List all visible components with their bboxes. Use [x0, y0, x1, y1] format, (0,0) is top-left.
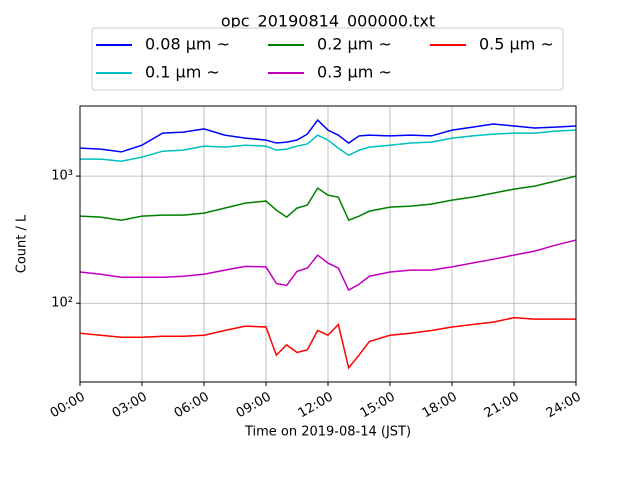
- legend-box: [91, 27, 564, 91]
- x-axis-label: Time on 2019-08-14 (JST): [244, 425, 411, 440]
- data-line: [80, 129, 576, 162]
- x-tick-label: 15:00: [358, 390, 398, 422]
- y-tick-label: 10²: [51, 296, 73, 311]
- legend-label: 0.3 μm ~: [317, 63, 392, 82]
- legend-label: 0.2 μm ~: [317, 35, 392, 54]
- x-tick-label: 12:00: [296, 390, 336, 422]
- data-line: [80, 175, 576, 222]
- x-tick-label: 09:00: [234, 390, 274, 422]
- legend-label: 0.08 μm ~: [145, 35, 230, 54]
- x-tick-label: 21:00: [482, 390, 522, 422]
- x-tick-label: 06:00: [172, 390, 212, 422]
- y-axis-label: Count / L: [15, 214, 30, 273]
- x-tick-label: 18:00: [420, 390, 460, 422]
- legend-label: 0.5 μm ~: [479, 35, 554, 54]
- y-tick-label: 10³: [51, 169, 73, 184]
- chart-title: opc_20190814_000000.txt: [221, 12, 435, 32]
- plot-frame: [79, 105, 577, 383]
- x-tick-label: 00:00: [48, 390, 88, 422]
- x-tick-label: 03:00: [110, 390, 150, 422]
- data-line: [80, 118, 576, 153]
- data-line: [80, 316, 576, 370]
- x-tick-label: 24:00: [544, 390, 584, 422]
- legend-label: 0.1 μm ~: [145, 63, 220, 82]
- data-line: [80, 239, 576, 292]
